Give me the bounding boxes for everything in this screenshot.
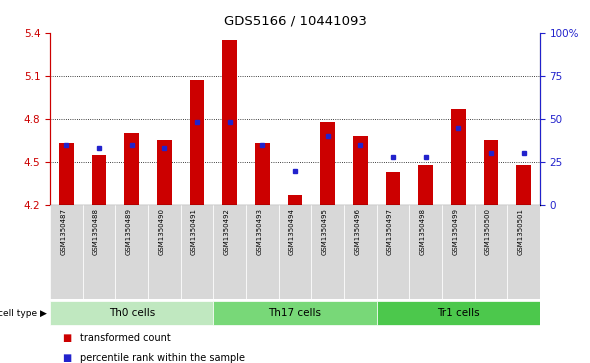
Text: cell type ▶: cell type ▶ [0,309,47,318]
Bar [59,143,74,205]
Bar [288,195,302,205]
Bar [278,205,312,299]
Bar [442,205,474,299]
Text: GDS5166 / 10441093: GDS5166 / 10441093 [224,15,366,28]
Text: GSM1350487: GSM1350487 [60,208,67,255]
Text: transformed count: transformed count [80,333,171,343]
Bar [124,133,139,205]
Bar [344,205,376,299]
Text: GSM1350495: GSM1350495 [322,208,327,255]
Bar [516,165,531,205]
Bar [50,301,214,325]
Bar [507,205,540,299]
Bar [246,205,278,299]
Bar [83,205,116,299]
Text: GSM1350499: GSM1350499 [452,208,458,255]
Bar [353,136,368,205]
Bar [92,155,106,205]
Text: Th17 cells: Th17 cells [268,308,322,318]
Bar [312,205,344,299]
Text: GSM1350492: GSM1350492 [224,208,230,255]
Bar [376,205,409,299]
Text: Th0 cells: Th0 cells [109,308,155,318]
Bar [148,205,181,299]
Text: GSM1350491: GSM1350491 [191,208,197,255]
Bar [222,40,237,205]
Text: GSM1350494: GSM1350494 [289,208,295,255]
Text: GSM1350488: GSM1350488 [93,208,99,255]
Bar [451,109,466,205]
Bar [214,301,376,325]
Bar [157,140,172,205]
Bar [484,140,498,205]
Text: GSM1350498: GSM1350498 [419,208,425,255]
Bar [116,205,148,299]
Bar [255,143,270,205]
Bar [214,205,246,299]
Text: percentile rank within the sample: percentile rank within the sample [80,352,245,363]
Bar [50,205,83,299]
Text: Tr1 cells: Tr1 cells [437,308,480,318]
Text: ■: ■ [62,352,71,363]
Bar [418,165,433,205]
Text: GSM1350493: GSM1350493 [256,208,263,255]
Bar [474,205,507,299]
Bar [181,205,214,299]
Bar [320,122,335,205]
Bar [190,80,204,205]
Bar [409,205,442,299]
Bar [386,172,400,205]
Text: GSM1350500: GSM1350500 [485,208,491,255]
Text: GSM1350497: GSM1350497 [387,208,393,255]
Text: GSM1350490: GSM1350490 [158,208,165,255]
Bar [376,301,540,325]
Text: GSM1350496: GSM1350496 [354,208,360,255]
Text: ■: ■ [62,333,71,343]
Text: GSM1350501: GSM1350501 [517,208,523,255]
Text: GSM1350489: GSM1350489 [126,208,132,255]
